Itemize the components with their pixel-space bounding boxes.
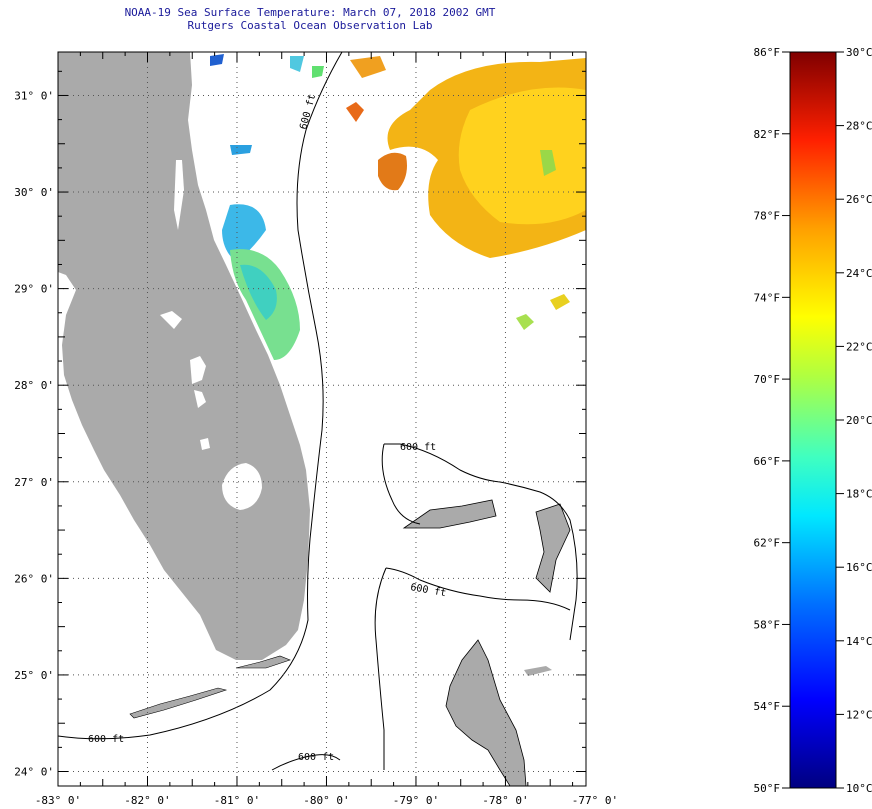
longitude-label: -77° 0' [572,794,618,807]
longitude-label: -81° 0' [214,794,260,807]
colorbar-f-label: 62°F [754,537,781,550]
latitude-label: 30° 0' [14,186,54,199]
depth-contours [58,52,578,771]
colorbar-c-label: 24°C [846,267,872,280]
longitude-label: -80° 0' [303,794,349,807]
latitude-label: 27° 0' [14,476,54,489]
longitude-label: -78° 0' [482,794,528,807]
longitude-label: -83° 0' [35,794,81,807]
abaco-island [535,503,571,593]
contour-label: 600 ft [400,442,436,453]
colorbar-f-label: 86°F [754,46,781,59]
berry-islands [524,666,552,676]
contour-label: 600 ft [298,93,318,131]
colorbar-f-label: 78°F [754,210,781,223]
latitude-label: 31° 0' [14,89,54,102]
chart-subtitle: Rutgers Coastal Ocean Observation Lab [187,19,433,32]
latitude-label: 25° 0' [14,669,54,682]
colorbar-c-label: 16°C [846,561,872,574]
graticule [57,52,586,786]
colorbar [789,51,837,789]
latitude-label: 26° 0' [14,572,54,585]
colorbar-c-label: 28°C [846,120,872,133]
inland-lakes [160,160,210,450]
colorbar-c-label: 30°C [846,46,872,59]
andros-island [445,639,527,786]
frame-ticks [57,52,586,786]
colorbar-f-label: 70°F [754,373,781,386]
latitude-labels: 31° 0' 30° 0' 29° 0' 28° 0' 27° 0' 26° 0' 25° … [14,89,54,778]
longitude-label: -82° 0' [124,794,170,807]
longitude-labels: -83° 0' -82° 0' -81° 0' -80° 0' -79° 0' -78° … [35,794,618,807]
colorbar-c-label: 10°C [846,782,872,795]
contour-label: 600 ft [298,752,334,763]
map-frame [57,51,587,787]
colorbar-fahrenheit-labels: 86°F 82°F 78°F 74°F 70°F 66°F 62°F 58°F 54°F 50°F [754,46,790,795]
colorbar-f-label: 66°F [754,455,781,468]
grand-bahama-island [402,499,497,529]
sst-data-patches [210,54,586,360]
colorbar-f-label: 82°F [754,128,781,141]
florida-keys [129,655,291,719]
colorbar-f-label: 50°F [754,782,781,795]
colorbar-f-label: 74°F [754,291,781,304]
longitude-label: -79° 0' [393,794,439,807]
chart-title: NOAA-19 Sea Surface Temperature: March 0… [124,6,496,19]
colorbar-c-label: 18°C [846,488,872,501]
colorbar-c-label: 12°C [846,708,872,721]
latitude-label: 29° 0' [14,283,54,296]
colorbar-c-label: 26°C [846,193,872,206]
contour-label: 600 ft [88,734,124,745]
colorbar-c-label: 14°C [846,635,872,648]
colorbar-c-label: 22°C [846,340,872,353]
latitude-label: 24° 0' [14,766,54,779]
contour-label: 600 ft [409,582,446,599]
latitude-label: 28° 0' [14,379,54,392]
colorbar-c-label: 20°C [846,414,872,427]
colorbar-celsius-labels: 30°C 28°C 26°C 24°C 22°C 20°C 18°C 16°C 14°C 12°C… [836,46,872,795]
lake-okeechobee [222,463,262,510]
colorbar-f-label: 58°F [754,618,781,631]
colorbar-f-label: 54°F [754,700,781,713]
